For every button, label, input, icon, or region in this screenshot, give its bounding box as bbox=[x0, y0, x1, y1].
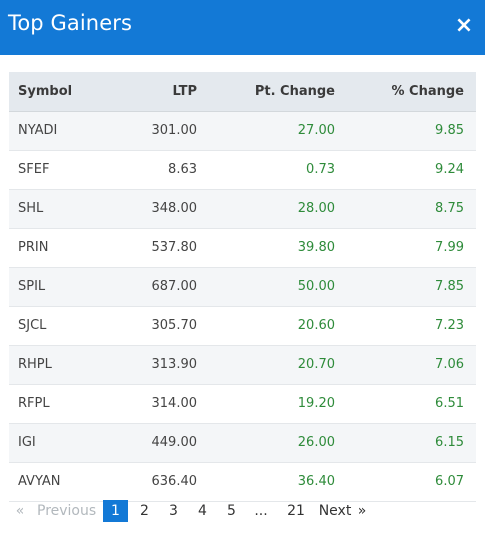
ltp-cell: 449.00 bbox=[151, 435, 198, 450]
symbol-cell[interactable]: AVYAN bbox=[18, 474, 61, 489]
ltp-cell: 537.80 bbox=[151, 240, 198, 255]
ltp-cell: 687.00 bbox=[151, 279, 198, 294]
page-5-button[interactable]: 5 bbox=[227, 503, 236, 519]
column-header-pct-change[interactable]: % Change bbox=[335, 72, 476, 112]
table-row[interactable]: NYADI 301.00 27.00 9.85 bbox=[9, 111, 476, 150]
symbol-cell[interactable]: PRIN bbox=[18, 240, 49, 255]
page-4-button[interactable]: 4 bbox=[198, 503, 207, 519]
table-row[interactable]: RHPL 313.90 20.70 7.06 bbox=[9, 345, 476, 384]
modal-header: Top Gainers × bbox=[0, 0, 485, 55]
pct-change-cell: 7.99 bbox=[435, 240, 464, 255]
page-3-button[interactable]: 3 bbox=[169, 503, 178, 519]
symbol-cell[interactable]: SPIL bbox=[18, 279, 46, 294]
table-row[interactable]: PRIN 537.80 39.80 7.99 bbox=[9, 228, 476, 267]
table-body: NYADI 301.00 27.00 9.85 SFEF 8.63 0.73 9.24 SHL 3… bbox=[9, 111, 476, 501]
table-row[interactable]: IGI 449.00 26.00 6.15 bbox=[9, 423, 476, 462]
symbol-cell[interactable]: SFEF bbox=[18, 162, 50, 177]
pct-change-cell: 6.51 bbox=[435, 396, 464, 411]
pt-change-cell: 19.20 bbox=[297, 396, 335, 411]
pt-change-cell: 0.73 bbox=[306, 162, 335, 177]
column-header-pt-change[interactable]: Pt. Change bbox=[197, 72, 335, 112]
ltp-cell: 8.63 bbox=[168, 162, 197, 177]
pct-change-cell: 7.23 bbox=[435, 318, 464, 333]
pt-change-cell: 50.00 bbox=[297, 279, 335, 294]
symbol-cell[interactable]: SJCL bbox=[18, 318, 47, 333]
pt-change-cell: 39.80 bbox=[297, 240, 335, 255]
modal-title: Top Gainers bbox=[8, 11, 132, 35]
pct-change-cell: 6.15 bbox=[435, 435, 464, 450]
ltp-cell: 314.00 bbox=[151, 396, 198, 411]
pagination: « Previous 1 2 3 4 5 ... 21 Next » bbox=[11, 500, 370, 522]
symbol-cell[interactable]: RFPL bbox=[18, 396, 50, 411]
ltp-cell: 305.70 bbox=[151, 318, 198, 333]
pagination-ellipsis: ... bbox=[254, 503, 268, 519]
symbol-cell[interactable]: RHPL bbox=[18, 357, 52, 372]
pt-change-cell: 27.00 bbox=[297, 123, 335, 138]
pct-change-cell: 9.85 bbox=[435, 123, 464, 138]
gainers-table-container: Symbol LTP Pt. Change % Change NYADI 301.… bbox=[9, 72, 476, 502]
pct-change-cell: 9.24 bbox=[435, 162, 464, 177]
symbol-cell[interactable]: IGI bbox=[18, 435, 36, 450]
previous-page-button[interactable]: Previous bbox=[37, 503, 97, 519]
page-21-button[interactable]: 21 bbox=[287, 503, 305, 519]
symbol-cell[interactable]: NYADI bbox=[18, 123, 58, 138]
column-header-ltp[interactable]: LTP bbox=[119, 72, 197, 112]
pt-change-cell: 26.00 bbox=[297, 435, 335, 450]
ltp-cell: 313.90 bbox=[151, 357, 198, 372]
table-row[interactable]: SPIL 687.00 50.00 7.85 bbox=[9, 267, 476, 306]
table-row[interactable]: AVYAN 636.40 36.40 6.07 bbox=[9, 462, 476, 501]
header-row: Symbol LTP Pt. Change % Change bbox=[9, 72, 476, 112]
pct-change-cell: 6.07 bbox=[435, 474, 464, 489]
ltp-cell: 348.00 bbox=[151, 201, 198, 216]
pt-change-cell: 20.60 bbox=[297, 318, 335, 333]
table-row[interactable]: RFPL 314.00 19.20 6.51 bbox=[9, 384, 476, 423]
next-page-button[interactable]: Next bbox=[318, 503, 352, 519]
ltp-cell: 301.00 bbox=[151, 123, 198, 138]
close-icon[interactable]: × bbox=[454, 13, 474, 38]
pt-change-cell: 36.40 bbox=[297, 474, 335, 489]
gainers-table: Symbol LTP Pt. Change % Change NYADI 301.… bbox=[9, 72, 476, 502]
page-1-button[interactable]: 1 bbox=[103, 500, 128, 522]
pct-change-cell: 7.85 bbox=[435, 279, 464, 294]
previous-arrow-icon: « bbox=[15, 503, 25, 519]
table-row[interactable]: SFEF 8.63 0.73 9.24 bbox=[9, 150, 476, 189]
column-header-symbol[interactable]: Symbol bbox=[9, 72, 119, 112]
next-arrow-icon[interactable]: » bbox=[357, 503, 367, 519]
ltp-cell: 636.40 bbox=[151, 474, 198, 489]
table-row[interactable]: SHL 348.00 28.00 8.75 bbox=[9, 189, 476, 228]
pt-change-cell: 28.00 bbox=[297, 201, 335, 216]
pct-change-cell: 7.06 bbox=[435, 357, 464, 372]
pct-change-cell: 8.75 bbox=[435, 201, 464, 216]
pt-change-cell: 20.70 bbox=[297, 357, 335, 372]
table-row[interactable]: SJCL 305.70 20.60 7.23 bbox=[9, 306, 476, 345]
symbol-cell[interactable]: SHL bbox=[18, 201, 44, 216]
table-header: Symbol LTP Pt. Change % Change bbox=[9, 72, 476, 112]
page-2-button[interactable]: 2 bbox=[140, 503, 149, 519]
